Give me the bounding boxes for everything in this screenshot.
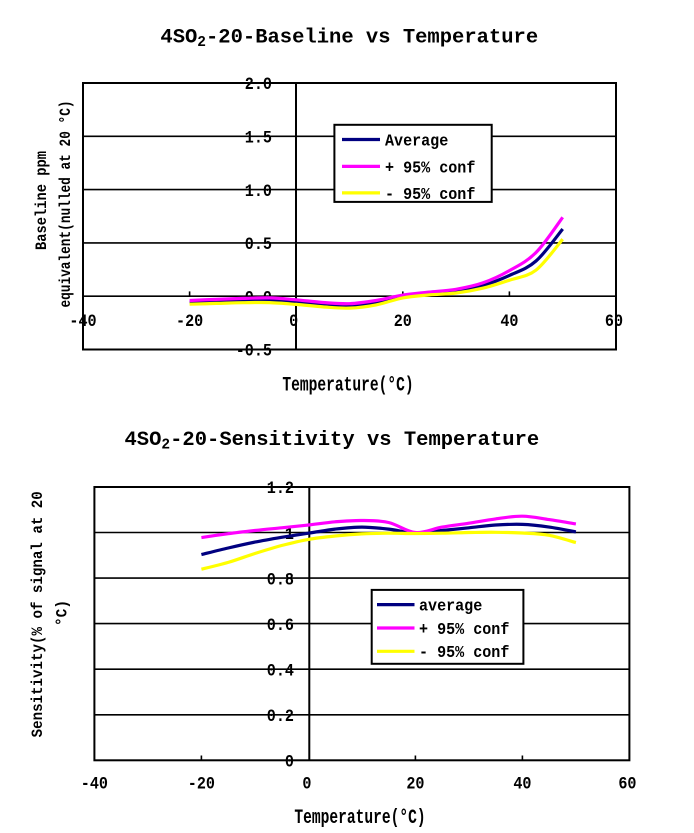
svg-text:40: 40 — [500, 311, 518, 332]
svg-text:Temperature(°C): Temperature(°C) — [294, 807, 425, 830]
svg-text:60: 60 — [605, 311, 623, 332]
svg-text:4SO2-20-Baseline vs Temperatur: 4SO2-20-Baseline vs Temperature — [160, 27, 538, 52]
svg-text:-40: -40 — [69, 311, 96, 332]
svg-text:Baseline ppm: Baseline ppm — [34, 151, 51, 250]
svg-text:Sensitivity(% of signal at 20: Sensitivity(% of signal at 20 — [28, 491, 47, 737]
svg-text:1.2: 1.2 — [267, 478, 294, 499]
svg-text:+ 95% conf: + 95% conf — [385, 158, 475, 177]
svg-text:Average: Average — [385, 132, 448, 151]
svg-text:20: 20 — [394, 311, 412, 332]
svg-text:-20: -20 — [188, 774, 215, 795]
svg-text:0.2: 0.2 — [267, 706, 294, 727]
svg-text:Temperature(°C): Temperature(°C) — [282, 374, 413, 397]
svg-text:0.5: 0.5 — [245, 234, 272, 255]
svg-text:0.4: 0.4 — [267, 660, 294, 681]
svg-text:average: average — [419, 597, 482, 616]
svg-text:-40: -40 — [81, 774, 108, 795]
svg-text:20: 20 — [406, 774, 424, 795]
svg-text:60: 60 — [618, 774, 636, 795]
svg-text:- 95% conf: - 95% conf — [385, 185, 475, 204]
svg-text:-20: -20 — [176, 311, 203, 332]
svg-text:equivalent(nulled at 20 °C): equivalent(nulled at 20 °C) — [58, 100, 76, 307]
svg-text:2.0: 2.0 — [245, 74, 272, 95]
svg-text:1: 1 — [285, 524, 294, 545]
svg-text:0: 0 — [285, 751, 294, 772]
svg-text:0: 0 — [302, 774, 311, 795]
svg-text:0: 0 — [289, 311, 298, 332]
svg-text:1.5: 1.5 — [245, 127, 272, 148]
svg-text:40: 40 — [513, 774, 531, 795]
svg-text:0.8: 0.8 — [267, 569, 294, 590]
svg-text:4SO2-20-Sensitivity vs Tempera: 4SO2-20-Sensitivity vs Temperature — [125, 429, 540, 454]
svg-text:1.0: 1.0 — [245, 181, 272, 202]
svg-text:°C): °C) — [53, 600, 72, 626]
svg-text:0.6: 0.6 — [267, 615, 294, 636]
svg-text:+ 95% conf: + 95% conf — [419, 620, 509, 639]
svg-text:- 95% conf: - 95% conf — [419, 643, 509, 662]
svg-text:-0.5: -0.5 — [236, 341, 272, 362]
